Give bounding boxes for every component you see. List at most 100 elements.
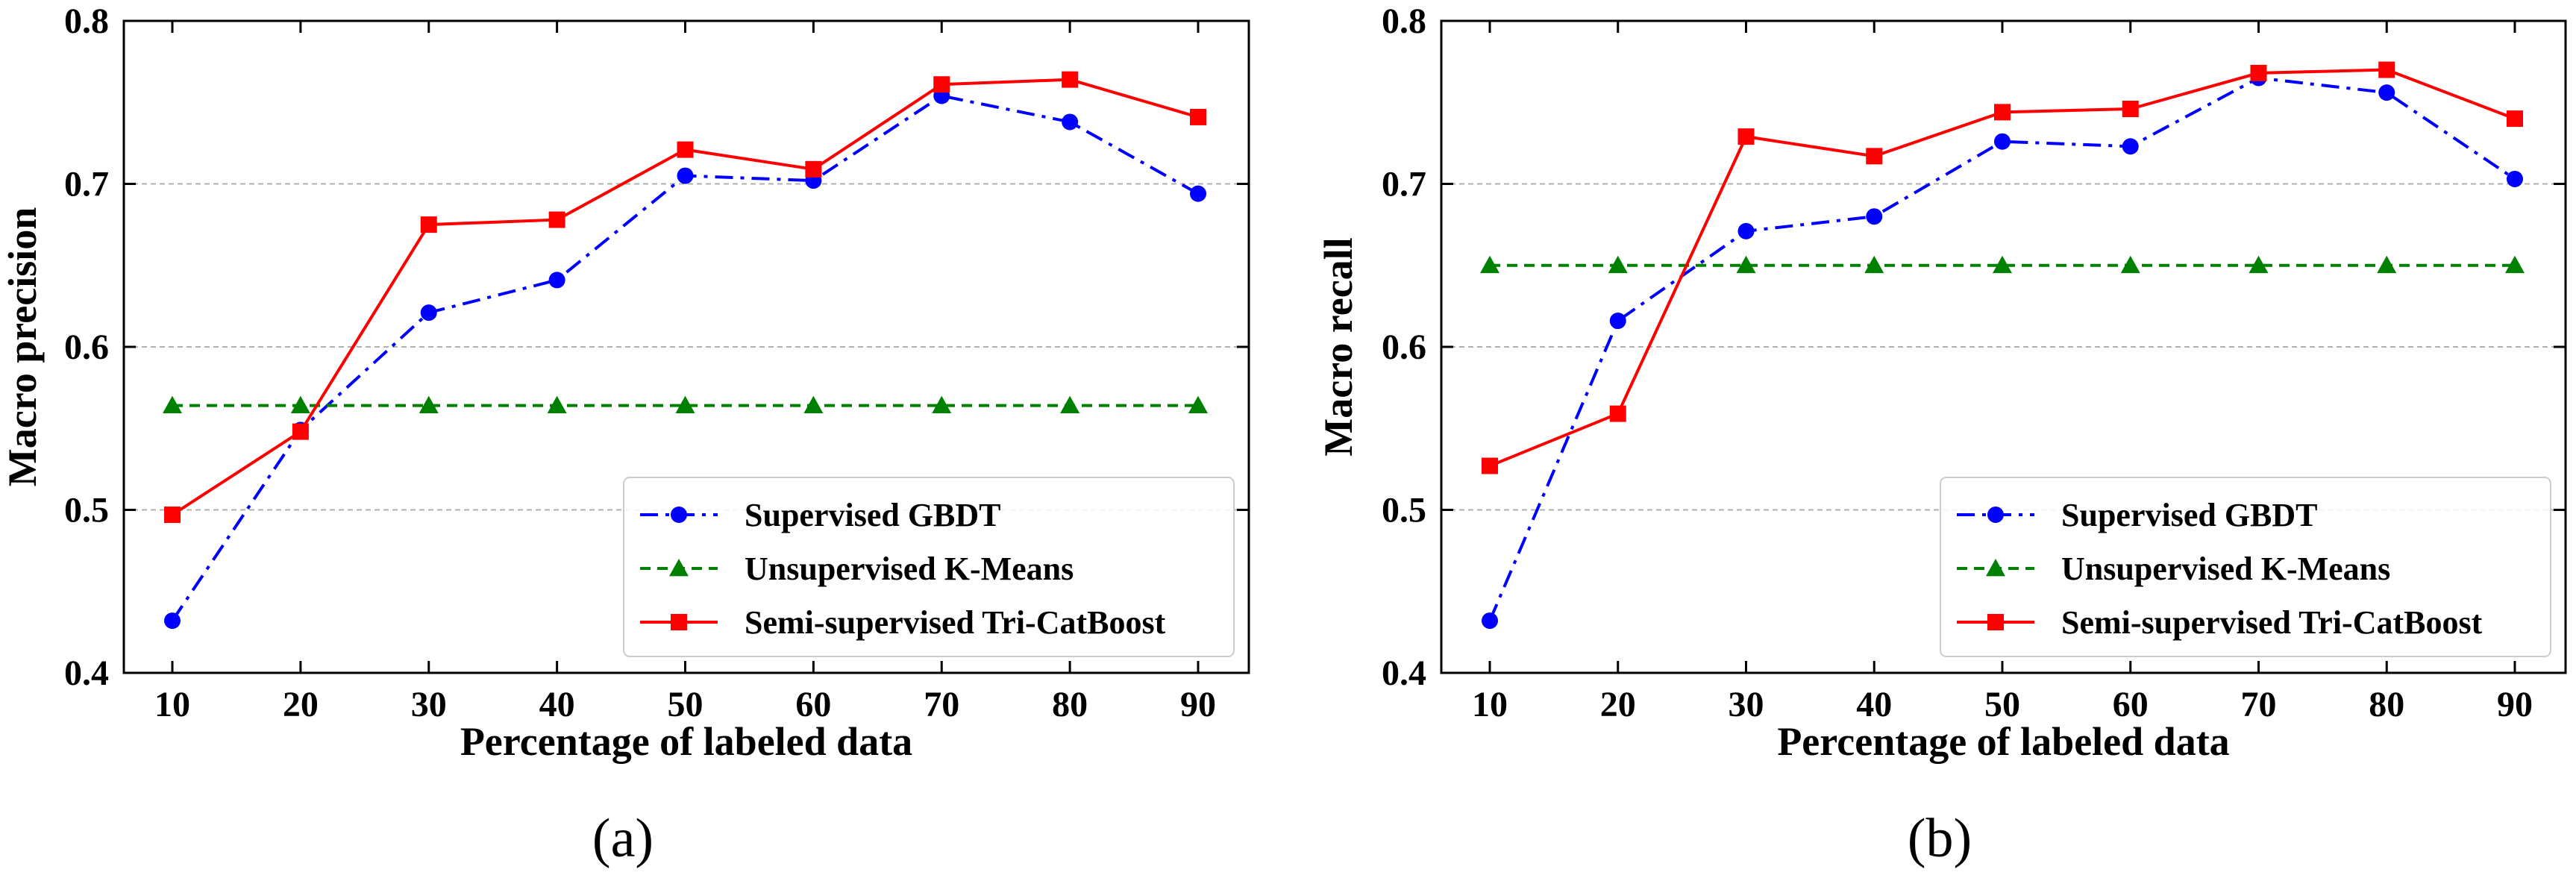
data-point [164, 612, 181, 630]
data-point [1062, 71, 1079, 88]
data-point [1866, 148, 1883, 165]
x-tick-label: 30 [411, 685, 447, 724]
data-point [2250, 64, 2267, 81]
data-point [2377, 255, 2397, 274]
legend-label: Unsupervised K-Means [745, 551, 1074, 587]
data-point [547, 395, 567, 414]
data-point [675, 395, 695, 414]
legend-marker [671, 507, 687, 523]
y-tick-label: 0.8 [1382, 1, 1426, 41]
data-point [677, 167, 694, 184]
data-point [1482, 612, 1498, 630]
data-point [164, 507, 181, 524]
data-point [1609, 405, 1626, 422]
series-supervised-gbdt [1482, 69, 2523, 630]
subcaption: (a) [592, 808, 654, 869]
data-point [1188, 395, 1208, 414]
y-tick-label: 0.5 [1382, 491, 1426, 530]
legend-marker [1987, 507, 2004, 523]
y-tick-label: 0.4 [64, 653, 109, 693]
x-tick-label: 50 [1984, 685, 2020, 724]
y-tick-label: 0.7 [64, 165, 109, 204]
data-point [1866, 208, 1883, 225]
data-point [548, 272, 565, 289]
data-point [932, 395, 952, 414]
data-point [2507, 110, 2523, 128]
data-point [1737, 222, 1755, 239]
data-point [548, 211, 565, 228]
data-point [2378, 61, 2395, 78]
data-point [292, 423, 309, 440]
data-point [2505, 255, 2525, 274]
series-semi-supervised-tri-catboost [1482, 61, 2523, 474]
y-axis-label: Macro recall [1316, 237, 1361, 456]
x-tick-label: 90 [2497, 685, 2533, 724]
chart-panel-a: 0.4 0.5 0.6 0.7 0.8 10 20 30 40 50 60 70 80 90 Supervi… [0, 1, 1250, 869]
data-point [1482, 457, 1498, 474]
data-point [1736, 255, 1756, 274]
x-tick-label: 40 [539, 685, 575, 724]
data-point [1864, 255, 1884, 274]
plot-frame [122, 19, 1250, 674]
data-point [2507, 170, 2523, 187]
data-point [1608, 255, 1628, 274]
data-point [2248, 255, 2269, 274]
data-point [2120, 255, 2140, 274]
x-tick-label: 70 [924, 685, 959, 724]
legend-marker [669, 559, 689, 577]
data-point [1994, 104, 2011, 121]
x-tick-label: 20 [283, 685, 319, 724]
x-tick-label: 20 [1600, 685, 1636, 724]
data-point [290, 395, 310, 414]
legend-label: Supervised GBDT [2061, 497, 2318, 533]
x-tick-label: 80 [2369, 685, 2404, 724]
x-tick-label: 70 [2241, 685, 2277, 724]
x-tick-label: 90 [1180, 685, 1216, 724]
legend-marker [671, 614, 687, 630]
data-point [2122, 138, 2139, 155]
legend-label: Unsupervised K-Means [2061, 551, 2390, 587]
data-point [1190, 108, 1206, 125]
series-semi-supervised-tri-catboost [164, 71, 1206, 524]
data-point [933, 76, 950, 93]
data-point [2378, 84, 2395, 101]
y-tick-label: 0.6 [64, 327, 109, 367]
data-point [2122, 100, 2139, 117]
data-point [1480, 255, 1499, 274]
series-unsupervised-k-means [163, 395, 1208, 414]
y-tick-label: 0.6 [1382, 327, 1426, 367]
x-tick-label: 80 [1052, 685, 1088, 724]
x-tick-label: 40 [1856, 685, 1892, 724]
legend-marker [1986, 559, 2005, 577]
x-tick-label: 60 [795, 685, 831, 724]
data-point [420, 216, 437, 233]
x-tick-label: 30 [1729, 685, 1764, 724]
y-tick-label: 0.8 [64, 1, 109, 41]
x-tick-label: 10 [154, 685, 190, 724]
plot-frame [1440, 19, 2567, 674]
legend-box [623, 477, 1235, 657]
data-point [677, 141, 694, 158]
legend-marker [1987, 614, 2004, 630]
series-unsupervised-k-means [1480, 255, 2525, 274]
data-point [163, 395, 182, 414]
legend-label: Semi-supervised Tri-CatBoost [745, 604, 1166, 641]
y-axis-label: Macro precision [0, 207, 45, 486]
x-axis-label: Percentage of labeled data [1777, 719, 2229, 764]
data-point [1993, 255, 2012, 274]
data-point [1737, 128, 1755, 145]
legend-box [1940, 477, 2551, 657]
y-tick-label: 0.4 [1382, 653, 1426, 693]
subcaption: (b) [1908, 808, 1972, 869]
x-tick-label: 10 [1472, 685, 1508, 724]
y-tick-label: 0.5 [64, 491, 109, 530]
data-point [1609, 313, 1626, 330]
legend-label: Semi-supervised Tri-CatBoost [2061, 604, 2483, 641]
chart-panel-b: 0.4 0.5 0.6 0.7 0.8 10 20 30 40 50 60 70 80 90 Supervi… [1316, 1, 2567, 869]
data-point [805, 160, 822, 178]
data-point [420, 304, 437, 322]
legend-label: Supervised GBDT [745, 497, 1001, 533]
data-point [1994, 133, 2011, 150]
data-point [1062, 113, 1079, 131]
